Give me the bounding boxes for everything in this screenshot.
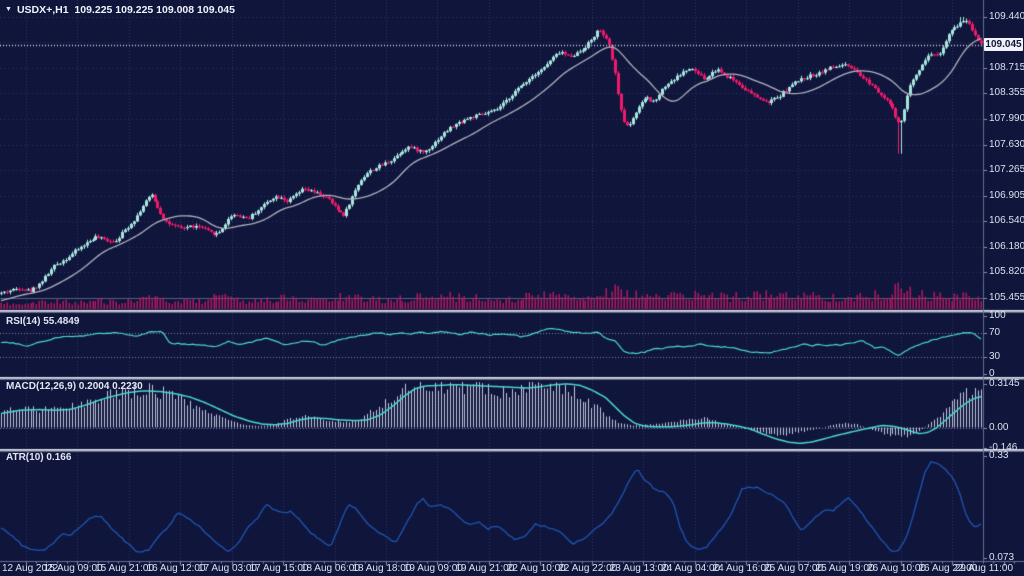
time-axis-label: 22 Aug 10:00 [506, 563, 566, 574]
time-axis-label: 24 Aug 04:00 [661, 563, 721, 574]
atr-indicator-label: ATR(10) 0.166 [6, 452, 72, 463]
time-axis-label: 29 Aug 11:00 [954, 563, 1013, 574]
macd-axis-label: 0.3145 [989, 378, 1020, 389]
atr-axis-label: 0.073 [989, 552, 1015, 563]
time-axis-label: 22 Aug 22:00 [558, 563, 618, 574]
macd-axis-label: 0.00 [989, 421, 1009, 433]
price-axis-label: 105.455 [989, 291, 1024, 303]
price-axis-label: 105.820 [989, 266, 1024, 278]
price-axis-label: 106.905 [989, 189, 1024, 201]
time-axis-label: 25 Aug 19:00 [815, 563, 875, 574]
time-axis-label: 19 Aug 21:00 [455, 563, 515, 574]
time-axis-label: 25 Aug 07:00 [764, 563, 824, 574]
time-axis-label: 17 Aug 15:00 [249, 563, 309, 574]
time-axis-label: 18 Aug 06:00 [300, 563, 360, 574]
symbol-ohlc-text: USDX+,H1 109.225 109.225 109.008 109.045 [16, 4, 235, 16]
symbol-title: ▼ USDX+,H1 109.225 109.225 109.008 109.0… [5, 4, 235, 16]
rsi-axis-label: 70 [989, 327, 1001, 339]
macd-indicator-label: MACD(12,26,9) 0.2004 0.2230 [6, 381, 143, 392]
time-axis-label: 26 Aug 10:00 [867, 563, 926, 574]
time-axis-label: 15 Aug 21:00 [95, 563, 155, 574]
time-axis-label: 17 Aug 03:00 [198, 563, 257, 574]
chevron-down-icon[interactable]: ▼ [5, 6, 12, 13]
rsi-axis-label: 0 [989, 368, 995, 380]
time-axis-label: 24 Aug 16:00 [712, 563, 772, 574]
time-axis-label: 26 Aug 22:00 [918, 563, 978, 574]
current-price-badge: 109.045 [984, 38, 1023, 52]
price-axis-label: 107.265 [989, 164, 1024, 176]
atr-axis-label: 0.33 [989, 450, 1009, 461]
price-axis-label: 106.540 [989, 215, 1024, 227]
time-axis-label: 16 Aug 12:00 [146, 563, 206, 574]
price-axis-label: 107.990 [989, 113, 1024, 125]
rsi-axis-label: 30 [989, 350, 1001, 362]
time-axis-label: 18 Aug 18:00 [352, 563, 412, 574]
time-axis-label: 23 Aug 13:00 [609, 563, 669, 574]
rsi-axis-label: 100 [989, 310, 1006, 321]
price-axis-label: 108.355 [989, 87, 1024, 99]
macd-axis-label: -0.146 [989, 441, 1018, 453]
time-axis-label: 12 Aug 2022 [2, 563, 59, 574]
price-axis-label: 109.440 [989, 11, 1024, 22]
price-axis-label: 107.630 [989, 138, 1024, 150]
price-axis-label: 108.715 [989, 62, 1024, 74]
time-axis-label: 19 Aug 09:00 [403, 563, 463, 574]
price-axis-label: 106.180 [989, 240, 1024, 252]
rsi-indicator-label: RSI(14) 55.4849 [6, 316, 80, 327]
time-axis-label: 15 Aug 09:00 [43, 563, 103, 574]
